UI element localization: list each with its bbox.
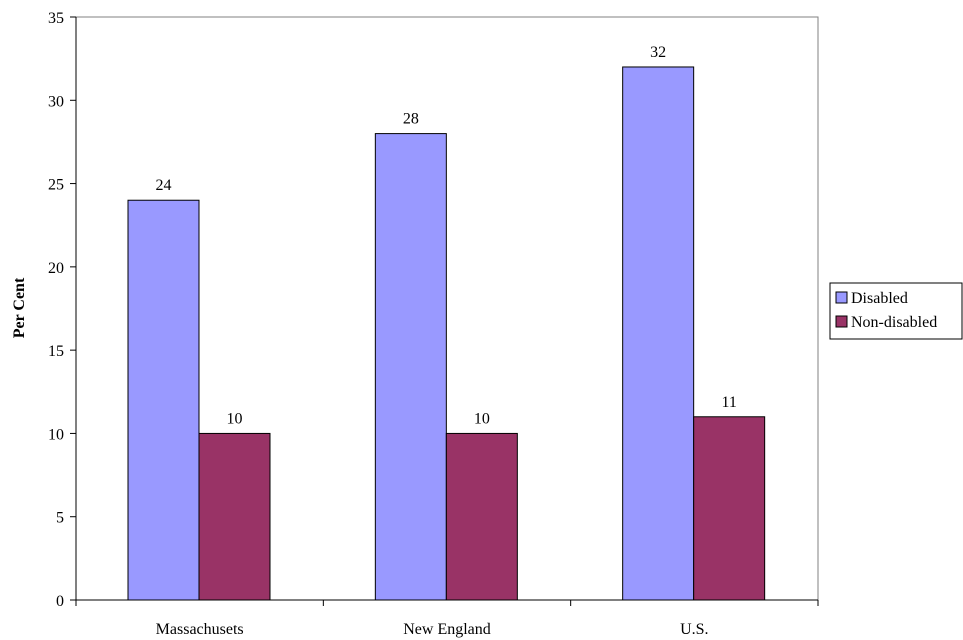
y-tick-label: 10	[48, 426, 64, 443]
data-label: 32	[650, 44, 666, 61]
y-tick-label: 35	[48, 10, 64, 27]
y-tick-label: 15	[48, 343, 64, 360]
axes-layer: 0 5 10 15 20 25 30 35 Massachusets New England U.S…	[48, 10, 819, 638]
legend: Disabled Non-disabled	[829, 282, 963, 340]
legend-label: Non-disabled	[851, 314, 937, 331]
data-label: 24	[156, 177, 172, 194]
legend-box	[829, 282, 963, 340]
bars-layer	[127, 66, 766, 601]
data-label: 28	[403, 111, 419, 128]
legend-swatch	[835, 291, 848, 304]
data-label: 11	[721, 394, 736, 411]
bar-non-disabled-1	[445, 432, 518, 601]
legend-label: Disabled	[851, 290, 908, 307]
bar-non-disabled-0	[198, 432, 271, 601]
y-tick-label: 5	[56, 510, 64, 527]
x-tick-label: U.S.	[680, 621, 708, 638]
y-axis-title: Per Cent	[11, 277, 28, 338]
bar-non-disabled-2	[693, 416, 766, 601]
bar-disabled-2	[622, 66, 695, 601]
x-tick-label: Massachusets	[156, 621, 244, 638]
y-tick-label: 30	[48, 93, 64, 110]
y-tick-label: 25	[48, 177, 64, 194]
x-tick-label: New England	[403, 621, 491, 638]
y-tick-label: 0	[56, 593, 64, 610]
bar-disabled-0	[127, 199, 200, 601]
y-tick-label: 20	[48, 260, 64, 277]
data-label: 10	[227, 410, 243, 427]
data-label: 10	[474, 410, 490, 427]
bar-disabled-1	[374, 133, 447, 601]
data-labels-layer: 24 28 32 10 10 11	[156, 44, 737, 427]
legend-swatch	[835, 315, 848, 328]
